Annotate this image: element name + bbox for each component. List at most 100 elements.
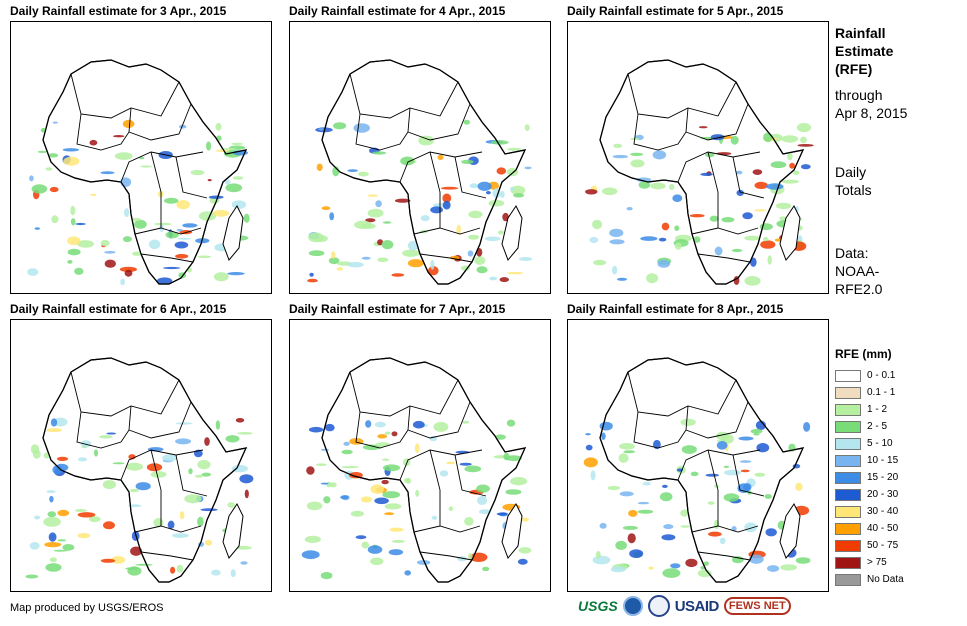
rainfall-cell — [341, 449, 353, 455]
rainfall-cell — [499, 277, 509, 283]
side-totals-line: Daily — [835, 164, 867, 180]
rainfall-cell — [156, 277, 173, 285]
rainfall-cell — [104, 251, 116, 254]
rainfall-cell — [389, 527, 404, 532]
rainfall-cell — [190, 169, 205, 176]
rainfall-cell — [800, 164, 811, 170]
rainfall-cell — [225, 435, 240, 443]
rainfall-cell — [122, 236, 132, 243]
rainfall-cell — [55, 463, 69, 472]
country-border — [413, 525, 481, 533]
rainfall-cell — [367, 545, 383, 554]
rainfall-cell — [781, 179, 799, 184]
rainfall-cell — [63, 156, 80, 166]
rainfall-cell — [754, 472, 766, 477]
rainfall-cell — [510, 186, 515, 192]
rainfall-cell — [616, 277, 628, 281]
rainfall-cell — [374, 497, 389, 505]
rainfall-cell — [132, 251, 142, 256]
rainfall-cell — [188, 468, 193, 475]
country-border — [419, 253, 473, 263]
side-through-line: through — [835, 87, 883, 103]
rainfall-cell — [333, 122, 347, 130]
country-border — [349, 73, 459, 119]
rainfall-cell — [52, 121, 58, 124]
rainfall-cell — [428, 266, 439, 276]
country-border — [140, 253, 194, 263]
rainfall-cell — [476, 266, 488, 274]
rainfall-cell — [235, 545, 252, 550]
rainfall-cell — [456, 224, 461, 235]
rainfall-cell — [503, 452, 510, 461]
rainfall-cell — [215, 420, 221, 430]
rainfall-cell — [215, 122, 222, 131]
rainfall-cell — [658, 237, 667, 242]
country-border — [355, 107, 411, 151]
rainfall-cell — [592, 555, 611, 565]
rainfall-cell — [402, 249, 420, 257]
rainfall-cell — [464, 465, 482, 473]
rainfall-cell — [45, 167, 53, 171]
rainfall-cell — [495, 434, 506, 440]
rainfall-cell — [599, 522, 607, 529]
rainfall-cell — [74, 509, 88, 512]
legend-swatch — [835, 454, 861, 467]
rainfall-cell — [365, 218, 376, 223]
rainfall-cell — [100, 239, 110, 247]
rainfall-cell — [599, 421, 613, 431]
rainfall-cell — [50, 418, 58, 427]
rainfall-cell — [381, 479, 389, 485]
rainfall-cell — [355, 535, 367, 540]
rainfall-cell — [391, 273, 405, 277]
rainfall-cell — [708, 531, 722, 537]
rainfall-cell — [56, 456, 69, 461]
africa-outline — [42, 357, 248, 583]
rainfall-cell — [51, 215, 59, 224]
rainfall-cell — [431, 515, 438, 520]
rainfall-cell — [661, 222, 670, 231]
rainfall-cell — [370, 484, 384, 494]
rainfall-cell — [609, 228, 624, 238]
legend-item: 20 - 30 — [835, 486, 904, 503]
rainfall-cell — [716, 439, 727, 442]
rainfall-cell — [375, 200, 382, 208]
rainfall-cell — [488, 199, 505, 207]
rainfall-cell — [510, 477, 528, 486]
rainfall-cell — [178, 124, 187, 129]
legend-label: 20 - 30 — [867, 489, 899, 500]
rainfall-cell — [336, 267, 343, 271]
rainfall-cell — [140, 165, 153, 168]
rainfall-cell — [716, 441, 728, 450]
rainfall-cell — [175, 254, 189, 259]
rainfall-cell — [437, 154, 444, 160]
rainfall-cell — [754, 209, 767, 212]
rainfall-cell — [78, 457, 88, 462]
country-border — [732, 156, 765, 199]
country-border — [128, 103, 192, 141]
africa-coastline — [321, 357, 527, 583]
rainfall-cell — [498, 230, 504, 235]
side-data-line: Data: — [835, 245, 869, 261]
rainfall-cell — [583, 457, 598, 468]
rainfall-cell — [648, 566, 654, 570]
rainfall-cell — [239, 474, 254, 484]
legend-label: 50 - 75 — [867, 540, 899, 551]
rainfall-cell — [490, 140, 509, 145]
rainfall-cell — [57, 509, 70, 517]
rainfall-cell — [517, 558, 528, 565]
country-border — [419, 551, 473, 561]
rainfall-cell — [731, 248, 743, 253]
rainfall-cell — [697, 569, 712, 578]
rainfall-cell — [62, 544, 75, 551]
rainfall-cell — [70, 205, 76, 216]
rainfall-cell — [510, 185, 526, 195]
legend-label: > 75 — [867, 557, 887, 568]
rainfall-cell — [607, 485, 621, 491]
africa-outline — [599, 59, 805, 285]
rainfall-cell — [680, 418, 696, 426]
legend-swatch — [835, 539, 861, 552]
rainfall-cell — [716, 152, 732, 156]
rainfall-cell — [370, 557, 384, 566]
rainfall-cell — [628, 509, 638, 517]
rainfall-cell — [626, 207, 633, 211]
